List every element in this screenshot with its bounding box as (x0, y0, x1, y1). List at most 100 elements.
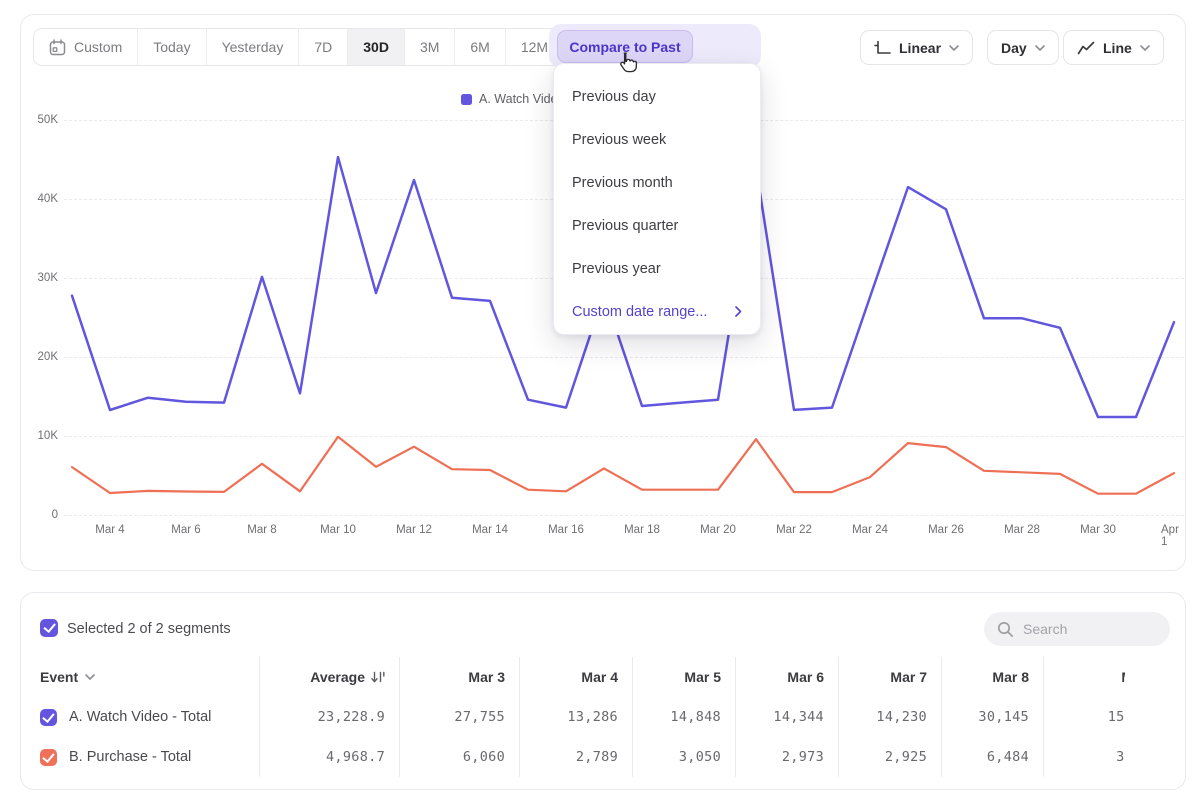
row-value: 13,286 (520, 697, 633, 737)
scale-button-label: Linear (899, 40, 941, 56)
column-header-event[interactable]: Event (40, 657, 260, 697)
select-all-checkbox[interactable] (40, 619, 58, 637)
row-value: 30,145 (942, 697, 1044, 737)
menu-item-label: Previous day (572, 89, 656, 105)
row-value: 14,230 (839, 697, 942, 737)
row-value: 15, (1044, 697, 1125, 737)
legend-swatch (461, 94, 472, 105)
chevron-down-icon (85, 674, 95, 680)
chevron-down-icon (1035, 45, 1045, 51)
menu-item-previous-quarter[interactable]: Previous quarter (554, 204, 760, 247)
row-value: 2,925 (839, 737, 942, 777)
range-button-label: Yesterday (222, 39, 284, 55)
x-axis-label: Mar 6 (171, 524, 200, 536)
y-axis-label: 50K (20, 114, 58, 126)
column-header-m: M (1044, 657, 1125, 697)
range-button-7d[interactable]: 7D (298, 29, 347, 65)
range-button-yesterday[interactable]: Yesterday (206, 29, 299, 65)
row-value: 2,973 (736, 737, 839, 777)
row-label: B. Purchase - Total (69, 749, 191, 765)
x-axis-label: Mar 22 (776, 524, 812, 536)
gridline (64, 515, 1184, 516)
menu-item-previous-year[interactable]: Previous year (554, 247, 760, 290)
row-label: A. Watch Video - Total (69, 709, 211, 725)
range-button-30d[interactable]: 30D (347, 29, 404, 65)
row-value: 14,344 (736, 697, 839, 737)
row-value: 3,050 (633, 737, 736, 777)
range-button-label: 30D (363, 39, 389, 55)
range-button-label: Custom (74, 39, 122, 55)
range-button-label: 3M (420, 39, 439, 55)
segments-table: Event Average Mar 3 Mar 4 Mar 5 Mar 6 Mar 7 Mar… (40, 657, 1125, 778)
column-header-average[interactable]: Average (260, 657, 400, 697)
row-value: 3, (1044, 737, 1125, 777)
menu-item-previous-week[interactable]: Previous week (554, 118, 760, 161)
x-axis-label: Mar 4 (95, 524, 124, 536)
column-header-label: Mar 4 (581, 669, 618, 685)
chart-type-button[interactable]: Line (1063, 30, 1164, 65)
y-axis-label: 40K (20, 193, 58, 205)
x-axis-label: Mar 28 (1004, 524, 1040, 536)
average-header-label: Average (310, 669, 365, 685)
x-axis-label: Mar 24 (852, 524, 888, 536)
x-axis-label: Mar 16 (548, 524, 584, 536)
column-header-mar-7: Mar 7 (839, 657, 942, 697)
chevron-down-icon (1140, 45, 1150, 51)
x-axis-label: Mar 8 (247, 524, 276, 536)
row-average-value: 4,968.7 (260, 737, 400, 777)
column-header-mar-8: Mar 8 (942, 657, 1044, 697)
axis-scale-icon (874, 40, 891, 55)
calendar-icon (49, 39, 66, 56)
range-button-today[interactable]: Today (137, 29, 205, 65)
menu-item-previous-month[interactable]: Previous month (554, 161, 760, 204)
row-value: 6,484 (942, 737, 1044, 777)
column-header-label: Mar 7 (890, 669, 927, 685)
chevron-down-icon (949, 45, 959, 51)
x-axis-label: Apr 1 (1161, 524, 1187, 548)
row-checkbox[interactable] (40, 709, 57, 726)
interval-button[interactable]: Day (987, 30, 1059, 65)
column-header-label: Mar 8 (992, 669, 1029, 685)
column-header-label: Mar 6 (787, 669, 824, 685)
range-button-3m[interactable]: 3M (404, 29, 454, 65)
search-box (984, 612, 1170, 646)
range-button-custom[interactable]: Custom (34, 29, 137, 65)
column-header-mar-3: Mar 3 (400, 657, 520, 697)
menu-item-label: Custom date range... (572, 304, 707, 320)
interval-button-label: Day (1001, 40, 1027, 56)
date-range-group: Custom Today Yesterday 7D 30D 3M 6M 12M (33, 28, 564, 66)
menu-item-label: Previous week (572, 132, 666, 148)
range-button-label: Today (153, 39, 190, 55)
range-button-label: 6M (470, 39, 489, 55)
column-header-mar-5: Mar 5 (633, 657, 736, 697)
y-axis-label: 20K (20, 351, 58, 363)
table-row-event[interactable]: B. Purchase - Total (40, 737, 260, 777)
y-axis-label: 30K (20, 272, 58, 284)
analytics-dashboard: Custom Today Yesterday 7D 30D 3M 6M 12M Compare… (0, 0, 1200, 802)
y-axis-label: 10K (20, 430, 58, 442)
event-header-label: Event (40, 669, 78, 685)
menu-item-previous-day[interactable]: Previous day (554, 75, 760, 118)
sort-descending-icon (371, 671, 385, 684)
menu-item-custom-date-range[interactable]: Custom date range... (554, 290, 760, 333)
row-value: 2,789 (520, 737, 633, 777)
gridline (64, 357, 1184, 358)
row-average-value: 23,228.9 (260, 697, 400, 737)
x-axis-label: Mar 18 (624, 524, 660, 536)
range-button-label: 12M (521, 39, 548, 55)
column-header-label: M (1121, 669, 1125, 685)
row-value: 27,755 (400, 697, 520, 737)
x-axis-label: Mar 30 (1080, 524, 1116, 536)
segments-summary: Selected 2 of 2 segments (67, 621, 231, 637)
chevron-right-icon (735, 306, 742, 317)
menu-item-label: Previous year (572, 261, 661, 277)
table-row-event[interactable]: A. Watch Video - Total (40, 697, 260, 737)
row-checkbox[interactable] (40, 749, 57, 766)
compare-to-past-menu: Previous day Previous week Previous month P… (553, 63, 761, 335)
column-header-mar-6: Mar 6 (736, 657, 839, 697)
menu-item-label: Previous month (572, 175, 673, 191)
search-input[interactable] (1023, 621, 1157, 637)
compare-to-past-button[interactable]: Compare to Past (557, 30, 693, 63)
scale-button[interactable]: Linear (860, 30, 973, 65)
range-button-6m[interactable]: 6M (454, 29, 504, 65)
